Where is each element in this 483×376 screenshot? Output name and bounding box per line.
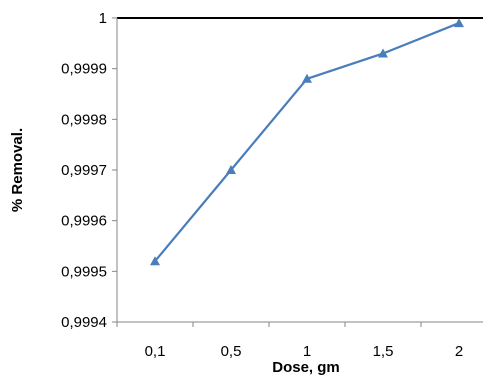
x-tick-label: 1,5 [373,343,394,360]
series-group [150,18,464,266]
chart-axes [116,17,483,323]
x-tick-label: 1 [303,343,311,360]
y-axis-ticks: 0,9994 0,9995 0,9996 0,9997 0,9998 0,9999 1 [61,10,117,331]
x-tick-label: 2 [455,343,463,360]
series-line [154,22,460,262]
data-point-marker [226,165,236,174]
y-tick-label: 0,9996 [61,213,107,230]
y-tick-label: 0,9998 [61,111,107,128]
y-tick-label: 0,9995 [61,263,107,280]
data-point-marker [150,256,160,266]
x-axis-title: Dose, gm [272,359,340,376]
data-point-marker [454,18,464,28]
y-tick-label: 1 [99,10,107,27]
y-tick-label: 0,9997 [61,162,107,179]
x-tick-label: 0,5 [221,343,242,360]
data-point-marker [378,48,388,58]
y-axis-title: % Removal. [9,128,26,212]
data-point-marker [302,73,312,83]
x-tick-label: 0,1 [145,343,166,360]
y-tick-label: 0,9994 [61,314,107,331]
y-tick-label: 0,9999 [61,61,107,78]
x-axis-ticks: 0,1 0,5 1 1,5 2 [116,322,463,360]
